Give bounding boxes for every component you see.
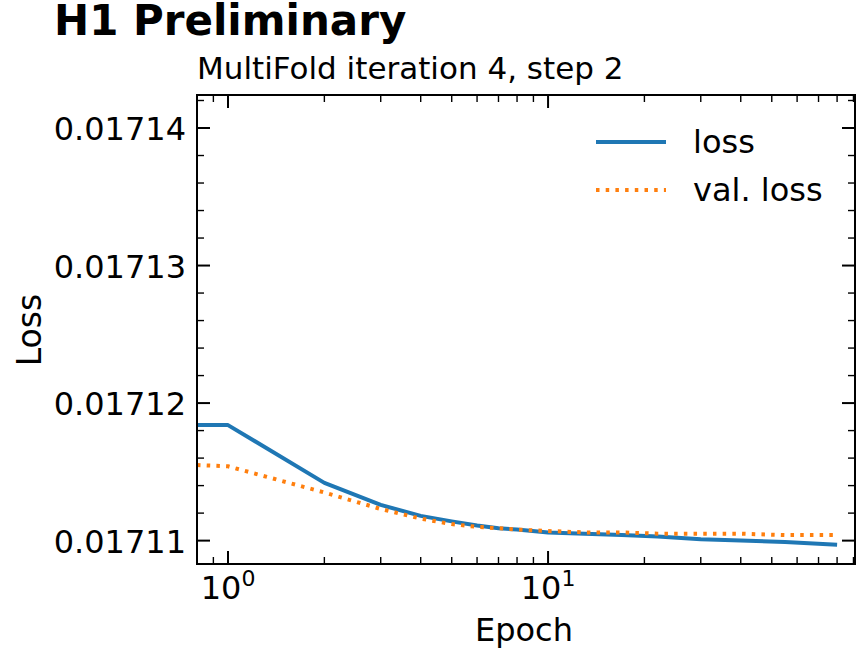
x-axis-label: Epoch: [475, 611, 573, 649]
legend-entry-val-loss: val. loss: [595, 166, 823, 214]
x-tick-label: 101: [521, 566, 576, 607]
y-tick-label: 0.01713: [54, 248, 186, 286]
series-lines: [197, 425, 837, 545]
x-tick-label: 100: [201, 566, 256, 607]
y-axis-label: Loss: [10, 294, 49, 366]
y-tick-label: 0.01712: [54, 385, 186, 423]
series-line-val-loss: [197, 465, 837, 535]
chart-title: MultiFold iteration 4, step 2: [197, 50, 624, 87]
page-title: H1 Preliminary: [54, 0, 406, 45]
y-tick-label: 0.01714: [54, 110, 186, 148]
legend-line-sample-loss: [595, 137, 667, 147]
legend-label-val-loss: val. loss: [693, 174, 823, 206]
legend-entry-loss: loss: [595, 118, 823, 166]
legend-label-loss: loss: [693, 126, 755, 158]
plot-svg: 0.01711 0.01712 0.01713 0.01714 100 101: [0, 0, 860, 658]
figure-canvas: 0.01711 0.01712 0.01713 0.01714 100 101 H1 Pr…: [0, 0, 860, 658]
y-tick-label: 0.01711: [54, 523, 186, 561]
legend-dotted-sample-val-loss: [595, 185, 667, 195]
legend: loss val. loss: [595, 118, 823, 214]
